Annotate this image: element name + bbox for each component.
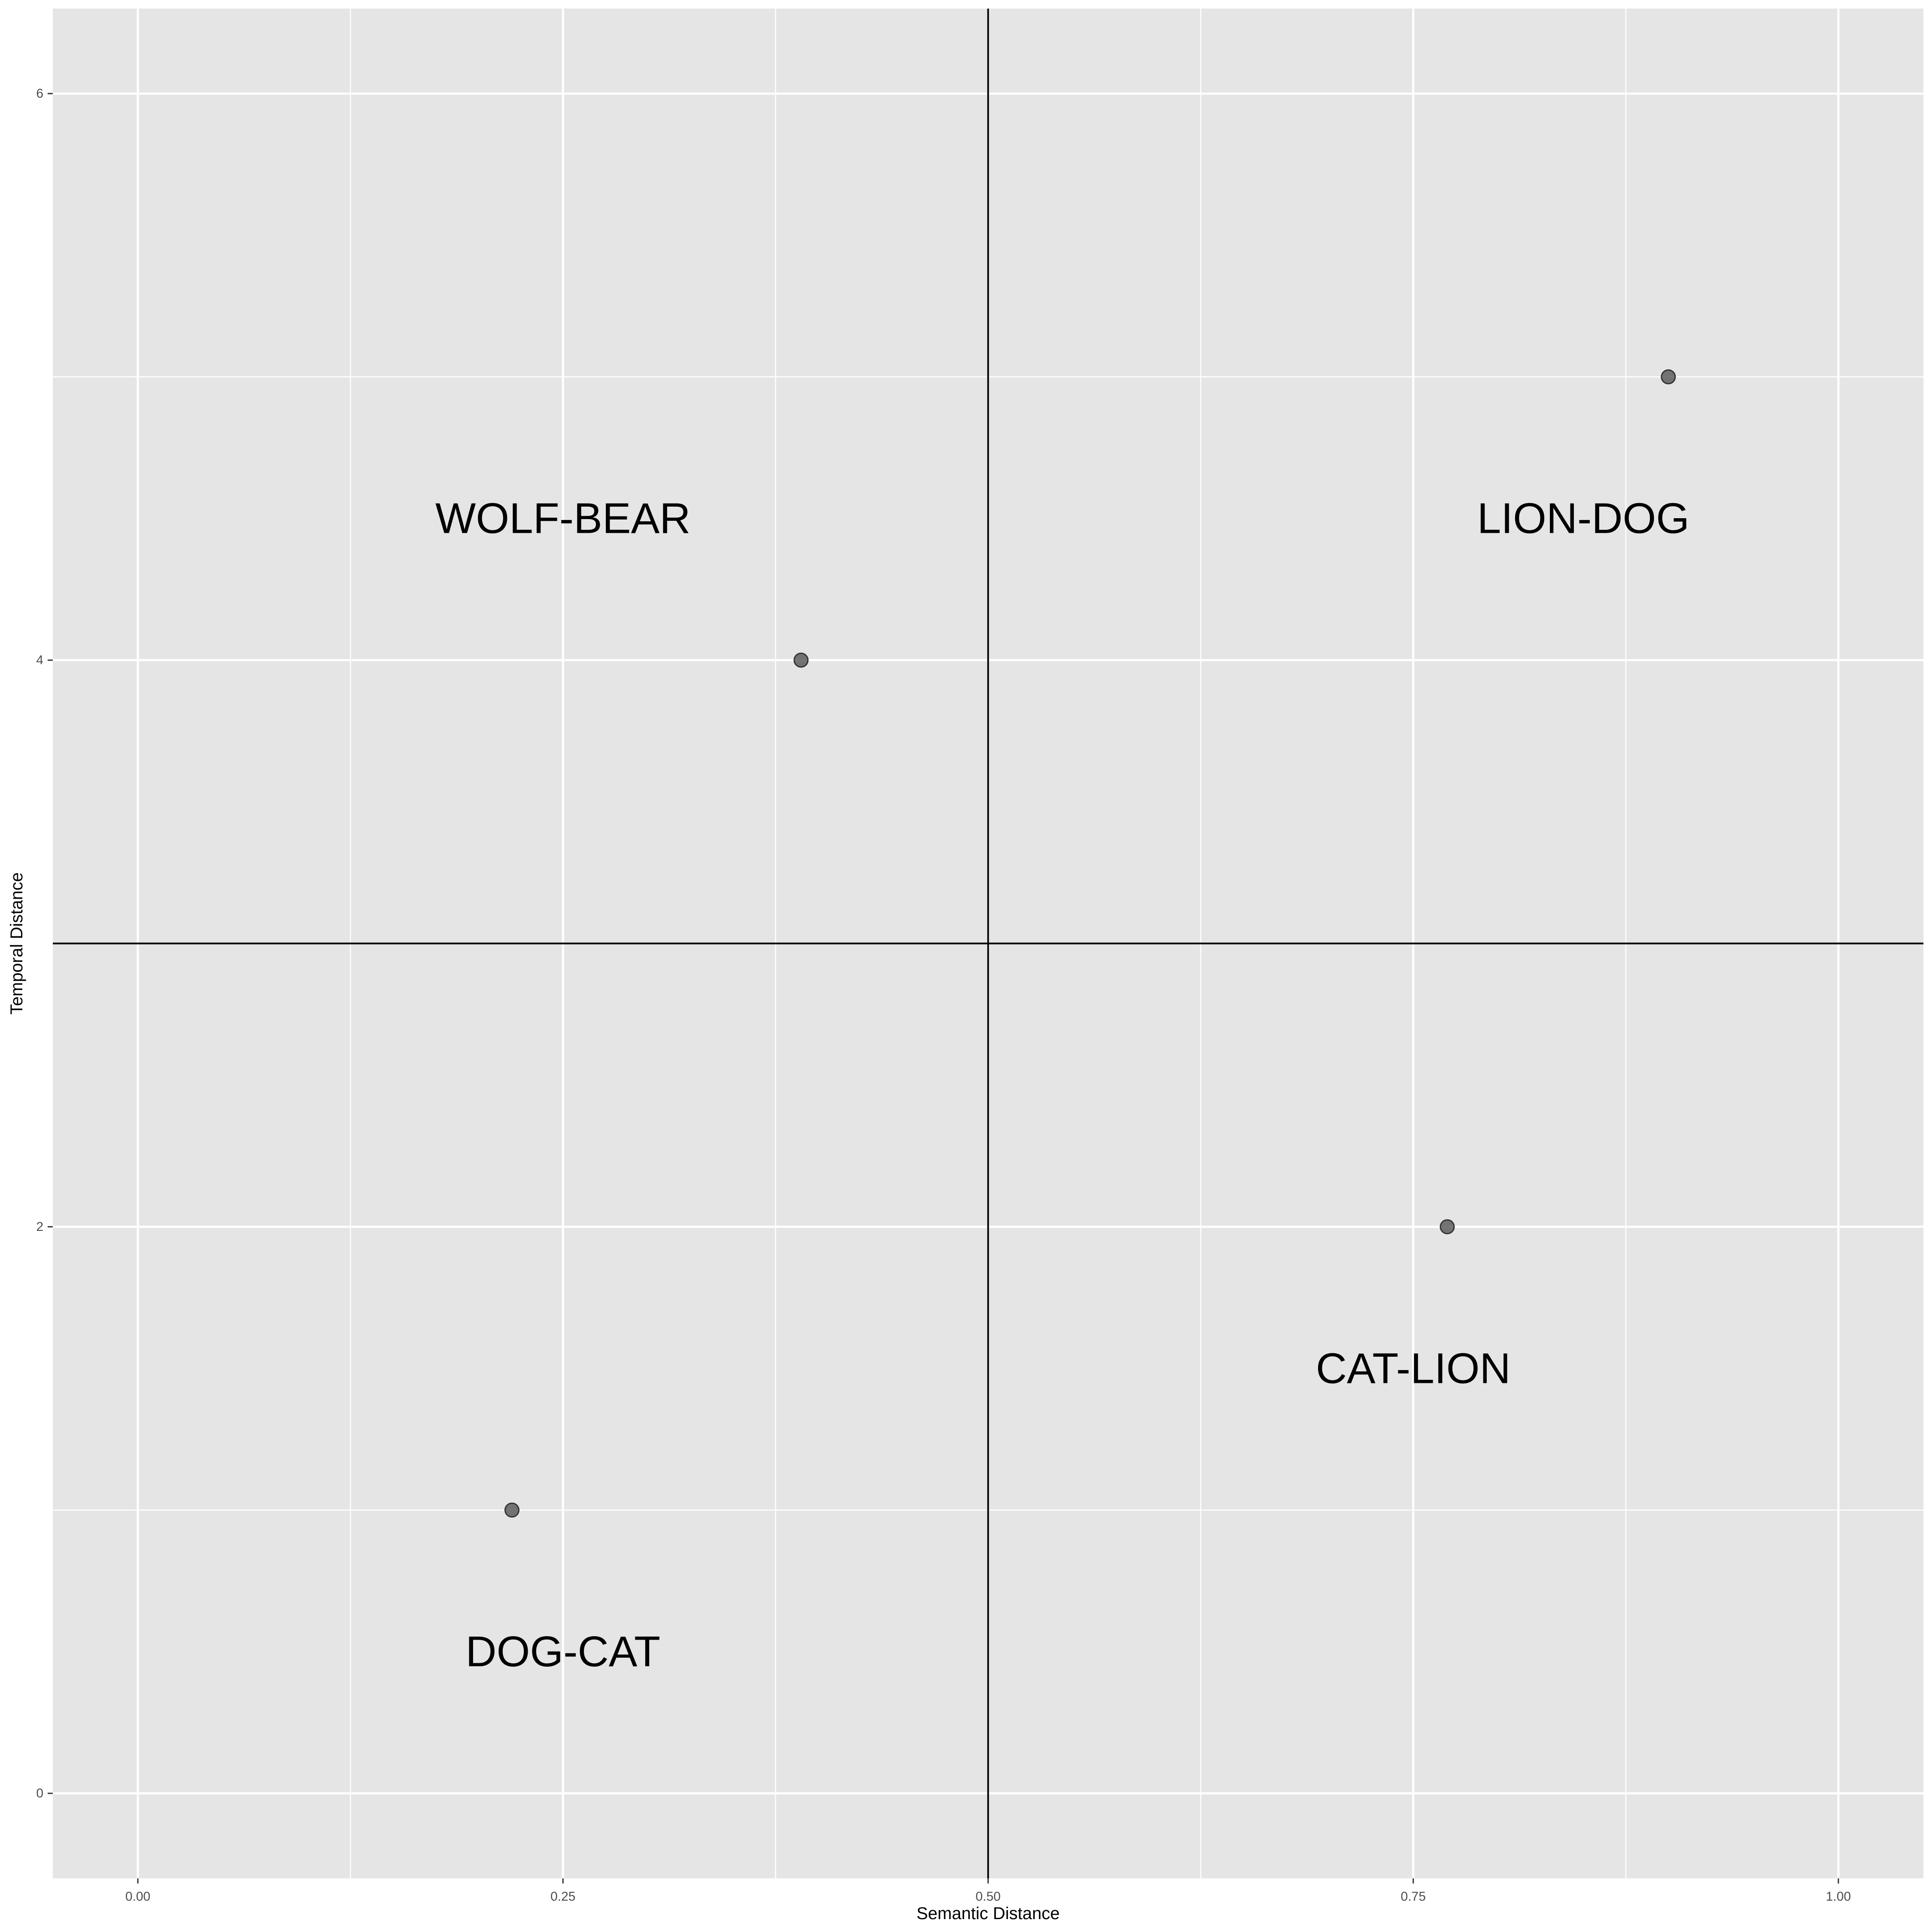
quadrant-annotations: WOLF-BEAR LION-DOG CAT-LION DOG-CAT [435,495,1689,1676]
data-point [1440,1219,1455,1234]
x-tick-label: 0.25 [550,1889,575,1904]
y-tick-label: 6 [36,86,43,100]
x-tick-label: 0.00 [125,1889,150,1904]
x-tick-label: 0.50 [975,1889,1000,1904]
data-points [504,369,1676,1518]
y-tick-label: 4 [36,653,43,667]
x-tick-label: 1.00 [1826,1889,1851,1904]
annotation-label: LION-DOG [1477,495,1689,543]
annotation-label: CAT-LION [1316,1344,1511,1392]
x-axis-title: Semantic Distance [917,1904,1060,1923]
data-point [793,653,809,668]
x-axis: 0.00 0.25 0.50 0.75 1.00 [125,1878,1851,1904]
y-axis-title: Temporal Distance [7,872,26,1015]
y-tick-label: 2 [36,1220,43,1234]
x-tick-label: 0.75 [1401,1889,1426,1904]
data-point [1661,369,1676,385]
reference-lines [53,9,1923,1878]
data-point [504,1502,519,1518]
annotation-label: WOLF-BEAR [435,495,690,543]
annotation-label: DOG-CAT [465,1628,660,1676]
y-axis: 0 2 4 6 [36,86,53,1801]
y-tick-label: 0 [36,1786,43,1801]
